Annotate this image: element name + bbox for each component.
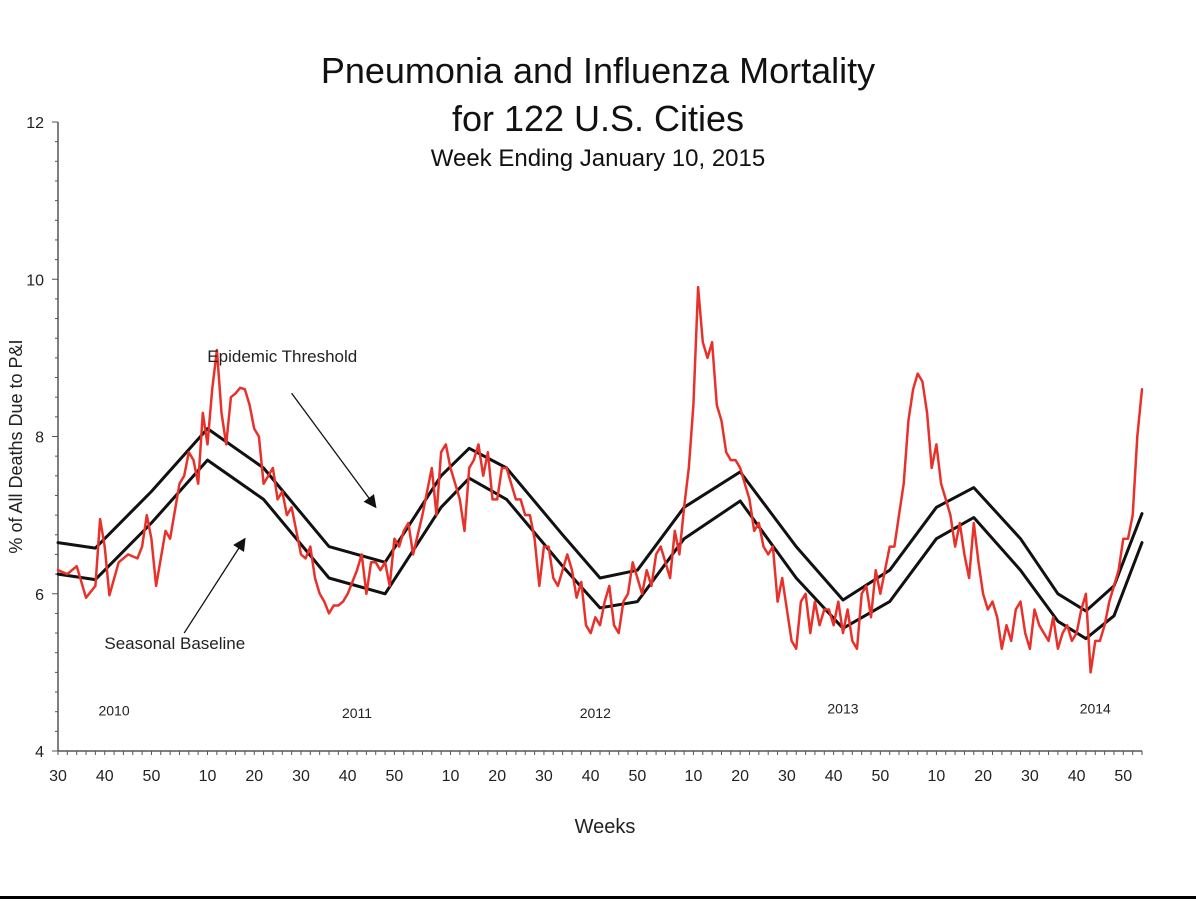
x-tick-label: 50 (628, 768, 646, 785)
x-tick-label: 10 (199, 768, 217, 785)
x-tick-label: 10 (685, 768, 703, 785)
x-axis-title: Weeks (575, 816, 636, 838)
y-tick-label: 6 (35, 587, 44, 604)
pi-mortality-series-line (56, 285, 1144, 674)
annotation-arrow (291, 392, 377, 509)
x-tick-label: 40 (96, 768, 114, 785)
annotation-label: Seasonal Baseline (104, 634, 245, 653)
x-tick-label: 40 (825, 768, 843, 785)
season-year-label: 2012 (580, 705, 611, 721)
x-tick-label: 50 (1114, 768, 1132, 785)
bottom-divider (0, 896, 1196, 899)
x-tick-label: 40 (582, 768, 600, 785)
x-tick-label: 30 (49, 768, 67, 785)
annotation-label: Epidemic Threshold (207, 347, 357, 366)
x-tick-label: 30 (778, 768, 796, 785)
x-tick-label: 10 (928, 768, 946, 785)
x-tick-label: 30 (535, 768, 553, 785)
x-tick-label: 20 (974, 768, 992, 785)
x-tick-label: 40 (339, 768, 357, 785)
y-tick-label: 8 (35, 430, 44, 447)
x-tick-label: 40 (1068, 768, 1086, 785)
x-tick-label: 50 (386, 768, 404, 785)
x-tick-label: 50 (143, 768, 161, 785)
y-tick-label: 4 (35, 744, 44, 761)
seasonal-baseline-line (56, 458, 1144, 641)
x-tick-label: 10 (442, 768, 460, 785)
axes: 4 6 8 10 12 30 40 50 10 20 30 40 50 10 20 30 40 50 10 20 30 4… (6, 115, 1143, 838)
season-year-label: 2013 (827, 700, 858, 716)
epidemic-threshold-line (56, 427, 1144, 613)
season-year-label: 2011 (342, 705, 372, 721)
season-year-label: 2010 (98, 703, 129, 719)
annotation-arrow (183, 537, 246, 634)
x-tick-label: 50 (871, 768, 889, 785)
y-tick-label: 10 (26, 272, 44, 289)
y-axis-title: % of All Deaths Due to P&I (6, 339, 26, 553)
chart-title: Pneumonia and Influenza Mortality (320, 50, 876, 91)
labels-layer: 2010 2011 2012 2013 2014 Epidemic Threshold Se… (98, 347, 1111, 721)
x-tick-label: 30 (1021, 768, 1039, 785)
chart-week-ending: Week Ending January 10, 2015 (430, 145, 766, 172)
x-tick-label: 20 (731, 768, 749, 785)
series-layer (56, 285, 1144, 674)
chart-subtitle: for 122 U.S. Cities (451, 98, 745, 139)
x-tick-label: 20 (488, 768, 506, 785)
season-year-label: 2014 (1080, 700, 1111, 716)
y-tick-label: 12 (26, 115, 44, 132)
x-tick-label: 30 (292, 768, 310, 785)
x-tick-label: 20 (245, 768, 263, 785)
